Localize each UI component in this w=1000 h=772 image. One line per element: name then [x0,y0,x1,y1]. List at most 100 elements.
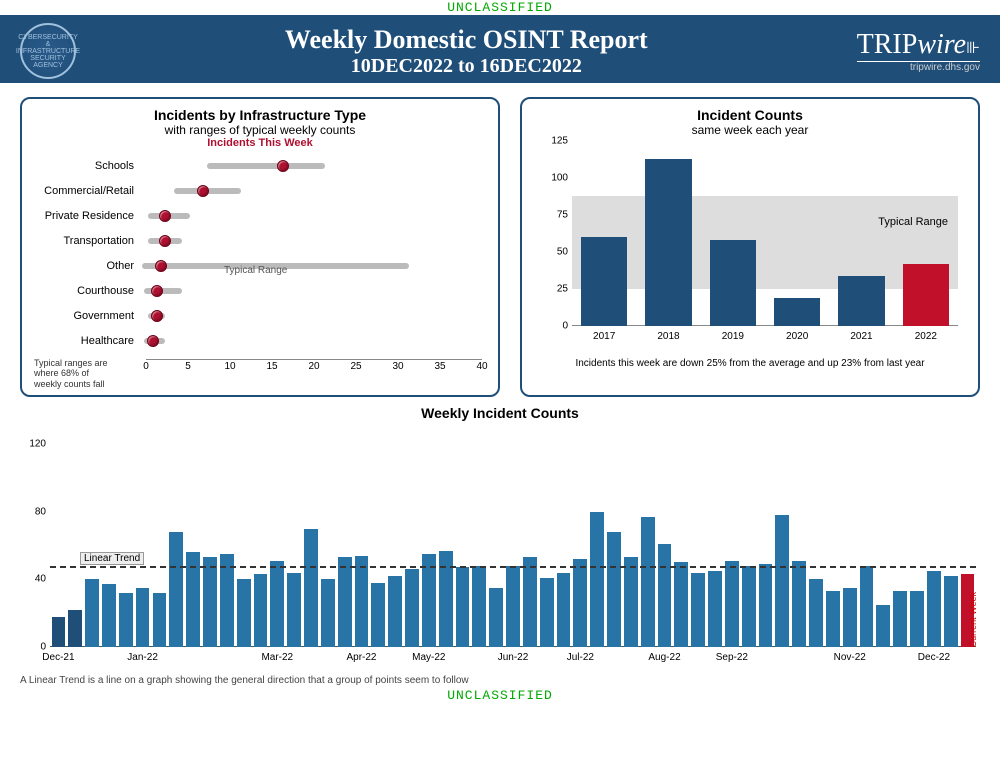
header-center: Weekly Domestic OSINT Report 10DEC2022 t… [76,25,857,78]
weekly-footnote: A Linear Trend is a line on a graph show… [0,673,1000,688]
incident-marker [159,210,171,222]
year-bar [838,276,884,326]
panel-infrastructure: Incidents by Infrastructure Type with ra… [20,97,500,397]
x-tick: 0 [143,361,149,379]
typical-range-bar [144,288,182,294]
x-tick: 2017 [593,331,615,342]
dot-label: Private Residence [42,210,140,222]
incident-marker [277,160,289,172]
incident-marker [151,285,163,297]
week-bar [742,566,756,647]
dot-row: Transportation [42,230,482,252]
yearly-title: Incident Counts [532,107,968,123]
week-bar [691,573,705,647]
week-bar [775,515,789,647]
week-bar [102,584,116,647]
year-bar [581,237,627,326]
dot-row: Schools [42,155,482,177]
x-tick: 25 [350,361,361,379]
x-tick: Aug-22 [648,652,680,663]
typical-range-band [572,196,958,289]
x-tick: 10 [224,361,235,379]
week-bar [590,512,604,647]
yearly-footnote: Incidents this week are down 25% from th… [532,358,968,369]
dot-label: Government [42,310,140,322]
week-bar [456,567,470,647]
infra-title: Incidents by Infrastructure Type [32,107,488,123]
range-label: Typical Range [224,265,287,276]
x-tick: 2018 [657,331,679,342]
typical-range-bar [207,163,325,169]
infra-footnote: Typical ranges are where 68% of weekly c… [34,358,114,389]
tripwire-logo: TRIPwire⊪ [857,29,980,62]
week-bar [658,544,672,647]
week-bar [708,571,722,647]
yearly-chart: Typical Range025507510012520172018201920… [532,141,968,356]
weekly-chart: 04080120Current WeekLinear TrendDec-21Ja… [20,423,980,673]
week-bar [304,529,318,647]
x-tick: Apr-22 [346,652,376,663]
week-bar [826,591,840,647]
y-tick: 0 [24,642,46,653]
week-bar [153,593,167,647]
week-bar [624,557,638,647]
x-tick: 2022 [915,331,937,342]
x-tick: 5 [185,361,191,379]
week-bar [506,566,520,647]
dot-row: OtherTypical Range [42,255,482,277]
week-bar [944,576,958,647]
week-bar [119,593,133,647]
classification-top: UNCLASSIFIED [0,0,1000,15]
x-tick: May-22 [412,652,445,663]
dot-chart: Schools Commercial/Retail Private Residenc… [42,155,482,375]
week-bar [843,588,857,647]
x-tick: 15 [266,361,277,379]
week-bar [641,517,655,647]
dot-label: Commercial/Retail [42,185,140,197]
trend-line [50,566,976,568]
week-bar [270,561,284,647]
trend-label: Linear Trend [80,552,144,565]
week-bar [321,579,335,647]
report-title: Weekly Domestic OSINT Report [76,25,857,55]
week-bar [759,564,773,647]
x-tick: 30 [392,361,403,379]
dot-row: Commercial/Retail [42,180,482,202]
y-tick: 0 [542,321,568,332]
x-tick: 2020 [786,331,808,342]
x-tick: Dec-22 [918,652,950,663]
x-tick: Jun-22 [498,652,529,663]
week-bar [523,557,537,647]
year-bar [774,298,820,326]
dot-label: Courthouse [42,285,140,297]
dot-row: Private Residence [42,205,482,227]
panel-yearly: Incident Counts same week each year Typi… [520,97,980,397]
dot-row: Courthouse [42,280,482,302]
incident-marker [197,185,209,197]
y-tick: 50 [542,247,568,258]
weekly-title: Weekly Incident Counts [20,405,980,421]
dot-row: Government [42,305,482,327]
week-bar [573,559,587,647]
band-label: Typical Range [878,216,948,228]
week-bar [52,617,66,647]
y-tick: 25 [542,284,568,295]
week-bar [910,591,924,647]
x-tick: 2021 [850,331,872,342]
week-bar [607,532,621,647]
year-bar [710,240,756,326]
incident-marker [151,310,163,322]
week-bar [422,554,436,647]
week-bar [725,561,739,647]
week-bar [388,576,402,647]
week-bar [405,569,419,647]
week-bar [203,557,217,647]
x-tick: Jan-22 [127,652,158,663]
week-bar [136,588,150,647]
x-tick: 2019 [722,331,744,342]
x-tick: Dec-21 [42,652,74,663]
x-tick: 35 [434,361,445,379]
x-tick: Sep-22 [716,652,748,663]
week-bar [371,583,385,647]
incident-marker [147,335,159,347]
